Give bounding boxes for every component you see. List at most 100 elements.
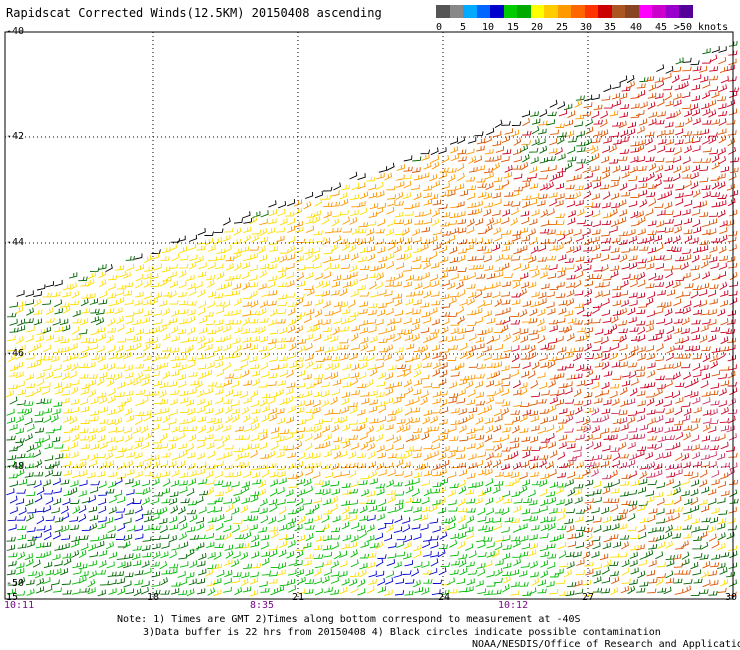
wind-barb (250, 449, 258, 458)
wind-barb (404, 334, 413, 341)
wind-barb (80, 398, 89, 406)
wind-barb (332, 515, 341, 523)
wind-barb (108, 299, 117, 307)
wind-barb (179, 397, 189, 404)
wind-barb (611, 92, 620, 100)
wind-barb (638, 182, 648, 189)
wind-barb (243, 234, 252, 243)
wind-barb (63, 408, 73, 414)
wind-barb (411, 523, 421, 530)
wind-barb (584, 561, 594, 567)
wind-barb (701, 136, 710, 145)
wind-barb (197, 289, 206, 298)
wind-barb (359, 291, 370, 297)
wind-barb (349, 406, 358, 414)
wind-barb (621, 567, 630, 576)
wind-barb (583, 504, 592, 513)
wind-barb (330, 571, 340, 577)
wind-barb (25, 335, 34, 343)
wind-barb (690, 488, 699, 497)
wind-barb (243, 515, 252, 522)
wind-barb (726, 256, 736, 263)
wind-barb (126, 489, 135, 496)
wind-barb (277, 294, 288, 300)
wind-barb (503, 333, 511, 342)
wind-barb (477, 490, 486, 497)
wind-barb (602, 542, 611, 550)
wind-barb (359, 562, 368, 570)
wind-barb (601, 445, 611, 452)
wind-barb (54, 387, 63, 395)
wind-barb (258, 383, 268, 388)
wind-barb (527, 370, 536, 379)
wind-barb (711, 46, 720, 54)
wind-barb (663, 400, 672, 407)
wind-barb (357, 256, 367, 263)
wind-barb (728, 146, 737, 155)
wind-barb (465, 413, 474, 422)
wind-barb (99, 461, 108, 470)
wind-barb (510, 581, 520, 588)
wind-barb (386, 207, 395, 215)
wind-barb (573, 400, 584, 406)
wind-barb (288, 483, 298, 488)
wind-barb (366, 499, 376, 505)
wind-barb (530, 425, 540, 432)
wind-barb (564, 310, 573, 317)
wind-barb (158, 390, 167, 399)
wind-barb (359, 505, 368, 514)
wind-barb (350, 480, 359, 488)
wind-barb (269, 471, 279, 478)
wind-barb (385, 372, 394, 380)
wind-barb (356, 284, 366, 291)
wind-barb (79, 435, 90, 441)
wind-barb (126, 335, 136, 341)
wind-barb (484, 434, 493, 443)
wind-barb (187, 315, 196, 324)
wind-barb (726, 344, 736, 351)
wind-barb (411, 488, 420, 497)
wind-barb (404, 356, 414, 363)
wind-barb (45, 318, 55, 323)
wind-barb (654, 92, 664, 99)
wind-barb (646, 382, 656, 388)
wind-barb (612, 82, 621, 90)
wind-barb (601, 566, 610, 575)
wind-barb (422, 335, 431, 344)
wind-barb (477, 407, 486, 416)
wind-barb (88, 459, 97, 467)
wind-barb (339, 301, 348, 308)
wind-barb (51, 507, 60, 514)
wind-barb (411, 498, 422, 503)
wind-barb (188, 470, 197, 478)
wind-barb (700, 364, 709, 371)
wind-barb (98, 549, 107, 557)
colorbar-swatch (476, 5, 491, 18)
wind-barb (439, 429, 449, 435)
wind-barb (340, 254, 349, 261)
wind-barb (584, 210, 593, 218)
wind-barb (17, 577, 26, 586)
wind-barb (513, 263, 522, 271)
wind-barb (285, 388, 294, 395)
wind-barb (547, 553, 557, 559)
wind-barb (637, 139, 646, 146)
wind-barb (432, 180, 441, 189)
wind-barb (690, 591, 701, 597)
wind-barb (636, 414, 645, 422)
wind-barb (691, 444, 700, 451)
wind-barb (682, 306, 691, 315)
wind-barb (512, 380, 521, 389)
wind-barb (567, 488, 576, 497)
wind-barb (539, 505, 548, 513)
wind-barb (558, 434, 568, 441)
wind-barb (224, 373, 235, 379)
wind-barb (494, 415, 503, 423)
wind-barb (566, 374, 576, 380)
wind-barb (573, 488, 583, 496)
wind-barb (385, 344, 394, 353)
wind-barb (322, 319, 331, 326)
wind-barb (331, 190, 340, 197)
wind-barb (150, 497, 159, 505)
wind-barb (719, 84, 728, 93)
